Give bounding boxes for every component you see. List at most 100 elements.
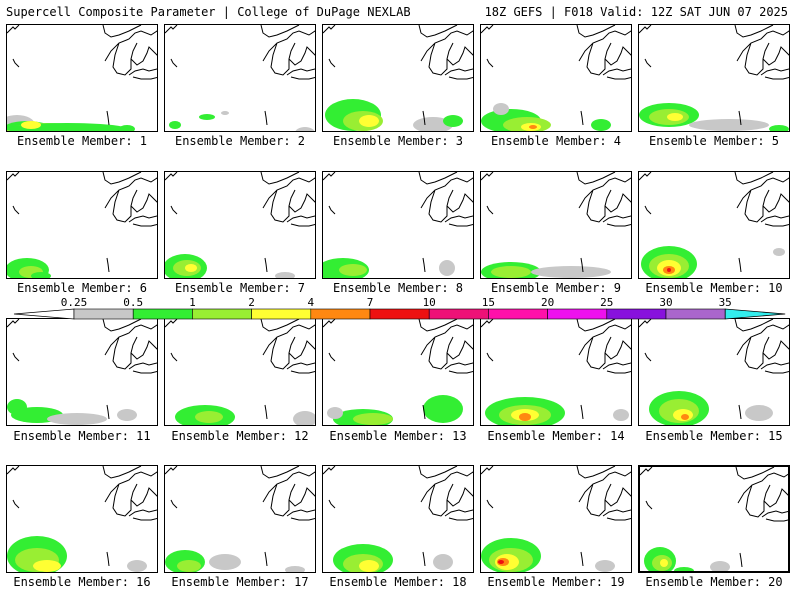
scp-contour (443, 115, 463, 127)
scp-contour (667, 113, 683, 121)
scp-contour (285, 566, 305, 572)
colorbar-segment (73, 308, 134, 320)
panel-label: Ensemble Member: 8 (332, 281, 464, 295)
ensemble-member-map[interactable] (480, 24, 632, 132)
colorbar-right-arrow (724, 308, 786, 320)
map-svg (481, 25, 631, 131)
ensemble-member-map[interactable] (638, 24, 790, 132)
scp-contour (209, 554, 241, 570)
scp-contour (710, 561, 730, 571)
map-svg (640, 467, 788, 571)
panel-label: Ensemble Member: 5 (648, 134, 780, 148)
scp-contour (595, 560, 615, 572)
panel-label: Ensemble Member: 17 (171, 575, 309, 589)
ensemble-member-map[interactable] (322, 24, 474, 132)
ensemble-member-map[interactable] (638, 465, 790, 573)
panel-label: Ensemble Member: 19 (487, 575, 625, 589)
scp-contour (185, 264, 197, 272)
ensemble-member-map[interactable] (6, 465, 158, 573)
panel-label: Ensemble Member: 2 (174, 134, 306, 148)
scp-contour (660, 559, 668, 567)
map-svg (165, 466, 315, 572)
colorbar-segment (547, 308, 608, 320)
scp-contour (327, 407, 343, 419)
map-svg (323, 25, 473, 131)
colorbar-segment (369, 308, 430, 320)
map-svg (165, 172, 315, 278)
colorbar-left-arrow (13, 308, 75, 320)
scp-contour (529, 125, 537, 129)
scp-contour (423, 395, 463, 423)
colorbar-tick-label: 7 (366, 296, 374, 309)
scp-contour (613, 409, 629, 421)
panel-label: Ensemble Member: 11 (13, 429, 151, 443)
title-right: 18Z GEFS | F018 Valid: 12Z SAT JUN 07 20… (484, 5, 788, 19)
colorbar-segment (251, 308, 312, 320)
ensemble-member-map[interactable] (164, 318, 316, 426)
ensemble-member-map[interactable] (322, 171, 474, 279)
colorbar-segment (606, 308, 667, 320)
ensemble-member-map[interactable] (164, 465, 316, 573)
ensemble-member-map[interactable] (322, 465, 474, 573)
scp-contour (681, 414, 689, 420)
ensemble-member-map[interactable] (6, 318, 158, 426)
ensemble-member-map[interactable] (638, 171, 790, 279)
scp-contour (591, 119, 611, 131)
scp-contour (177, 560, 201, 572)
scp-contour (117, 409, 137, 421)
panel-label: Ensemble Member: 16 (13, 575, 151, 589)
panel-label: Ensemble Member: 13 (329, 429, 467, 443)
colorbar-segment (488, 308, 548, 320)
scp-contour (199, 114, 215, 120)
colorbar-tick-label: 35 (718, 296, 732, 309)
scp-contour (745, 405, 773, 421)
map-svg (7, 25, 157, 131)
colorbar-segment (310, 308, 371, 320)
colorbar (13, 308, 786, 320)
map-svg (481, 466, 631, 572)
ensemble-member-map[interactable] (480, 318, 632, 426)
map-svg (639, 319, 789, 425)
scp-contour (674, 567, 694, 571)
colorbar-segment (132, 308, 193, 320)
panel-label: Ensemble Member: 6 (16, 281, 148, 295)
scp-contour (353, 413, 393, 425)
scp-contour (295, 127, 315, 131)
ensemble-member-map[interactable] (480, 465, 632, 573)
ensemble-member-map[interactable] (6, 24, 158, 132)
panel-label: Ensemble Member: 1 (16, 134, 148, 148)
ensemble-member-map[interactable] (638, 318, 790, 426)
panel-label: Ensemble Member: 3 (332, 134, 464, 148)
scp-contour (221, 111, 229, 115)
scp-contour (119, 125, 135, 131)
map-svg (639, 25, 789, 131)
panel-label: Ensemble Member: 14 (487, 429, 625, 443)
scp-contour (47, 413, 107, 425)
scp-contour (359, 115, 379, 127)
colorbar-tick-label: 4 (307, 296, 315, 309)
ensemble-member-map[interactable] (322, 318, 474, 426)
ensemble-member-map[interactable] (6, 171, 158, 279)
scp-contour (293, 411, 315, 425)
ensemble-member-map[interactable] (164, 171, 316, 279)
panel-label: Ensemble Member: 12 (171, 429, 309, 443)
scp-contour (493, 103, 509, 115)
scp-contour (689, 119, 769, 131)
colorbar-tick-label: 25 (600, 296, 614, 309)
scp-contour (531, 266, 611, 278)
colorbar-tick-label: 15 (481, 296, 496, 309)
scp-contour (667, 268, 671, 272)
map-svg (7, 319, 157, 425)
scp-contour (413, 117, 453, 131)
map-svg (165, 319, 315, 425)
scp-contour (773, 248, 785, 256)
colorbar-tick-label: 1 (189, 296, 196, 309)
panel-label: Ensemble Member: 7 (174, 281, 306, 295)
ensemble-member-map[interactable] (164, 24, 316, 132)
scp-contour (433, 554, 453, 570)
colorbar-tick-label: 2 (248, 296, 255, 309)
panel-label: Ensemble Member: 9 (490, 281, 622, 295)
scp-contour (127, 560, 147, 572)
ensemble-member-map[interactable] (480, 171, 632, 279)
scp-contour (31, 272, 51, 278)
